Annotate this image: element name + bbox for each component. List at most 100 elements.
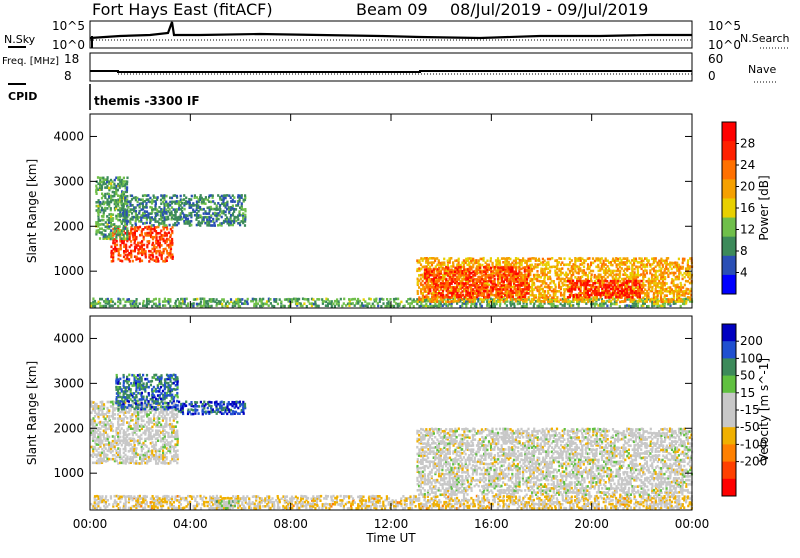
power-cell bbox=[610, 270, 612, 273]
power-cell bbox=[99, 219, 101, 222]
power-cell bbox=[678, 290, 680, 293]
power-cell bbox=[101, 223, 103, 226]
power-cell bbox=[268, 304, 270, 307]
power-cell bbox=[152, 254, 154, 257]
power-cell bbox=[620, 259, 622, 262]
power-cell bbox=[112, 305, 114, 308]
power-cell bbox=[160, 230, 162, 233]
power-cell bbox=[156, 305, 158, 308]
power-cell bbox=[482, 259, 484, 262]
power-cell bbox=[176, 305, 178, 308]
power-cell bbox=[619, 266, 621, 269]
power-cell bbox=[417, 292, 419, 295]
velocity-cell bbox=[96, 449, 98, 452]
velocity-cell bbox=[98, 447, 100, 450]
velocity-cell bbox=[101, 401, 103, 404]
power-cell bbox=[561, 267, 563, 270]
power-cell bbox=[475, 262, 477, 265]
power-cell bbox=[112, 237, 114, 240]
power-cell bbox=[641, 280, 643, 283]
power-cell bbox=[592, 270, 594, 273]
power-cell bbox=[126, 177, 128, 180]
power-cell bbox=[613, 270, 615, 273]
power-cell bbox=[619, 276, 621, 279]
velocity-cell bbox=[105, 424, 107, 427]
power-cell bbox=[657, 264, 659, 267]
power-cell bbox=[653, 303, 655, 306]
power-cell bbox=[497, 284, 499, 287]
velocity-cell bbox=[94, 415, 96, 418]
power-cell bbox=[612, 303, 614, 306]
velocity-cell bbox=[117, 438, 119, 441]
power-cell bbox=[638, 257, 640, 260]
power-cell bbox=[244, 208, 246, 211]
power-cell bbox=[136, 214, 138, 217]
power-cell bbox=[649, 269, 651, 272]
power-cell bbox=[449, 276, 451, 279]
power-cell bbox=[214, 202, 216, 205]
power-cell bbox=[490, 274, 492, 277]
power-cell bbox=[672, 279, 674, 282]
power-cell bbox=[549, 288, 551, 291]
power-cell bbox=[513, 260, 515, 263]
power-cell bbox=[130, 244, 132, 247]
power-cell bbox=[162, 300, 164, 303]
power-cell bbox=[681, 274, 683, 277]
power-cell bbox=[596, 297, 598, 300]
power-cell bbox=[167, 298, 169, 301]
power-cell bbox=[119, 254, 121, 257]
power-cell bbox=[674, 272, 676, 275]
power-cell bbox=[587, 274, 589, 277]
power-cell bbox=[637, 280, 639, 283]
power-cell bbox=[418, 267, 420, 270]
power-cell bbox=[153, 224, 155, 227]
power-cell bbox=[510, 288, 512, 291]
power-cell bbox=[501, 274, 503, 277]
power-cell bbox=[431, 261, 433, 264]
power-cell bbox=[526, 305, 528, 308]
power-cell bbox=[196, 298, 198, 301]
power-cell bbox=[494, 280, 496, 283]
power-cell bbox=[275, 298, 277, 301]
power-cell bbox=[665, 300, 667, 303]
power-cell bbox=[154, 212, 156, 215]
power-cell bbox=[318, 305, 320, 308]
power-cell bbox=[585, 272, 587, 275]
power-cell bbox=[638, 292, 640, 295]
power-cell bbox=[235, 220, 237, 223]
power-cell bbox=[535, 294, 537, 297]
power-cell bbox=[450, 305, 452, 308]
power-cell bbox=[168, 232, 170, 235]
power-cell bbox=[104, 178, 106, 181]
power-cell bbox=[472, 296, 474, 299]
power-cell bbox=[230, 196, 232, 199]
power-cell bbox=[200, 194, 202, 197]
power-cell bbox=[477, 276, 479, 279]
power-cell bbox=[172, 201, 174, 204]
velocity-cell bbox=[117, 413, 119, 416]
power-cell bbox=[635, 258, 637, 261]
power-cell bbox=[571, 259, 573, 262]
power-cell bbox=[626, 288, 628, 291]
power-cell bbox=[671, 262, 673, 265]
power-cell bbox=[637, 296, 639, 299]
power-cell bbox=[110, 207, 112, 210]
power-cell bbox=[490, 267, 492, 270]
power-cell bbox=[280, 301, 282, 304]
power-cell bbox=[687, 280, 689, 283]
power-cell bbox=[190, 204, 192, 207]
velocity-cell bbox=[97, 436, 99, 439]
power-cell bbox=[642, 260, 644, 263]
power-cell bbox=[481, 292, 483, 295]
power-cell bbox=[470, 284, 472, 287]
power-cell bbox=[655, 266, 657, 269]
power-cell bbox=[662, 264, 664, 267]
power-cell bbox=[635, 286, 637, 289]
power-cell bbox=[513, 271, 515, 274]
power-cell bbox=[438, 259, 440, 262]
power-cell bbox=[235, 298, 237, 301]
power-cell bbox=[126, 227, 128, 230]
power-cell bbox=[624, 272, 626, 275]
